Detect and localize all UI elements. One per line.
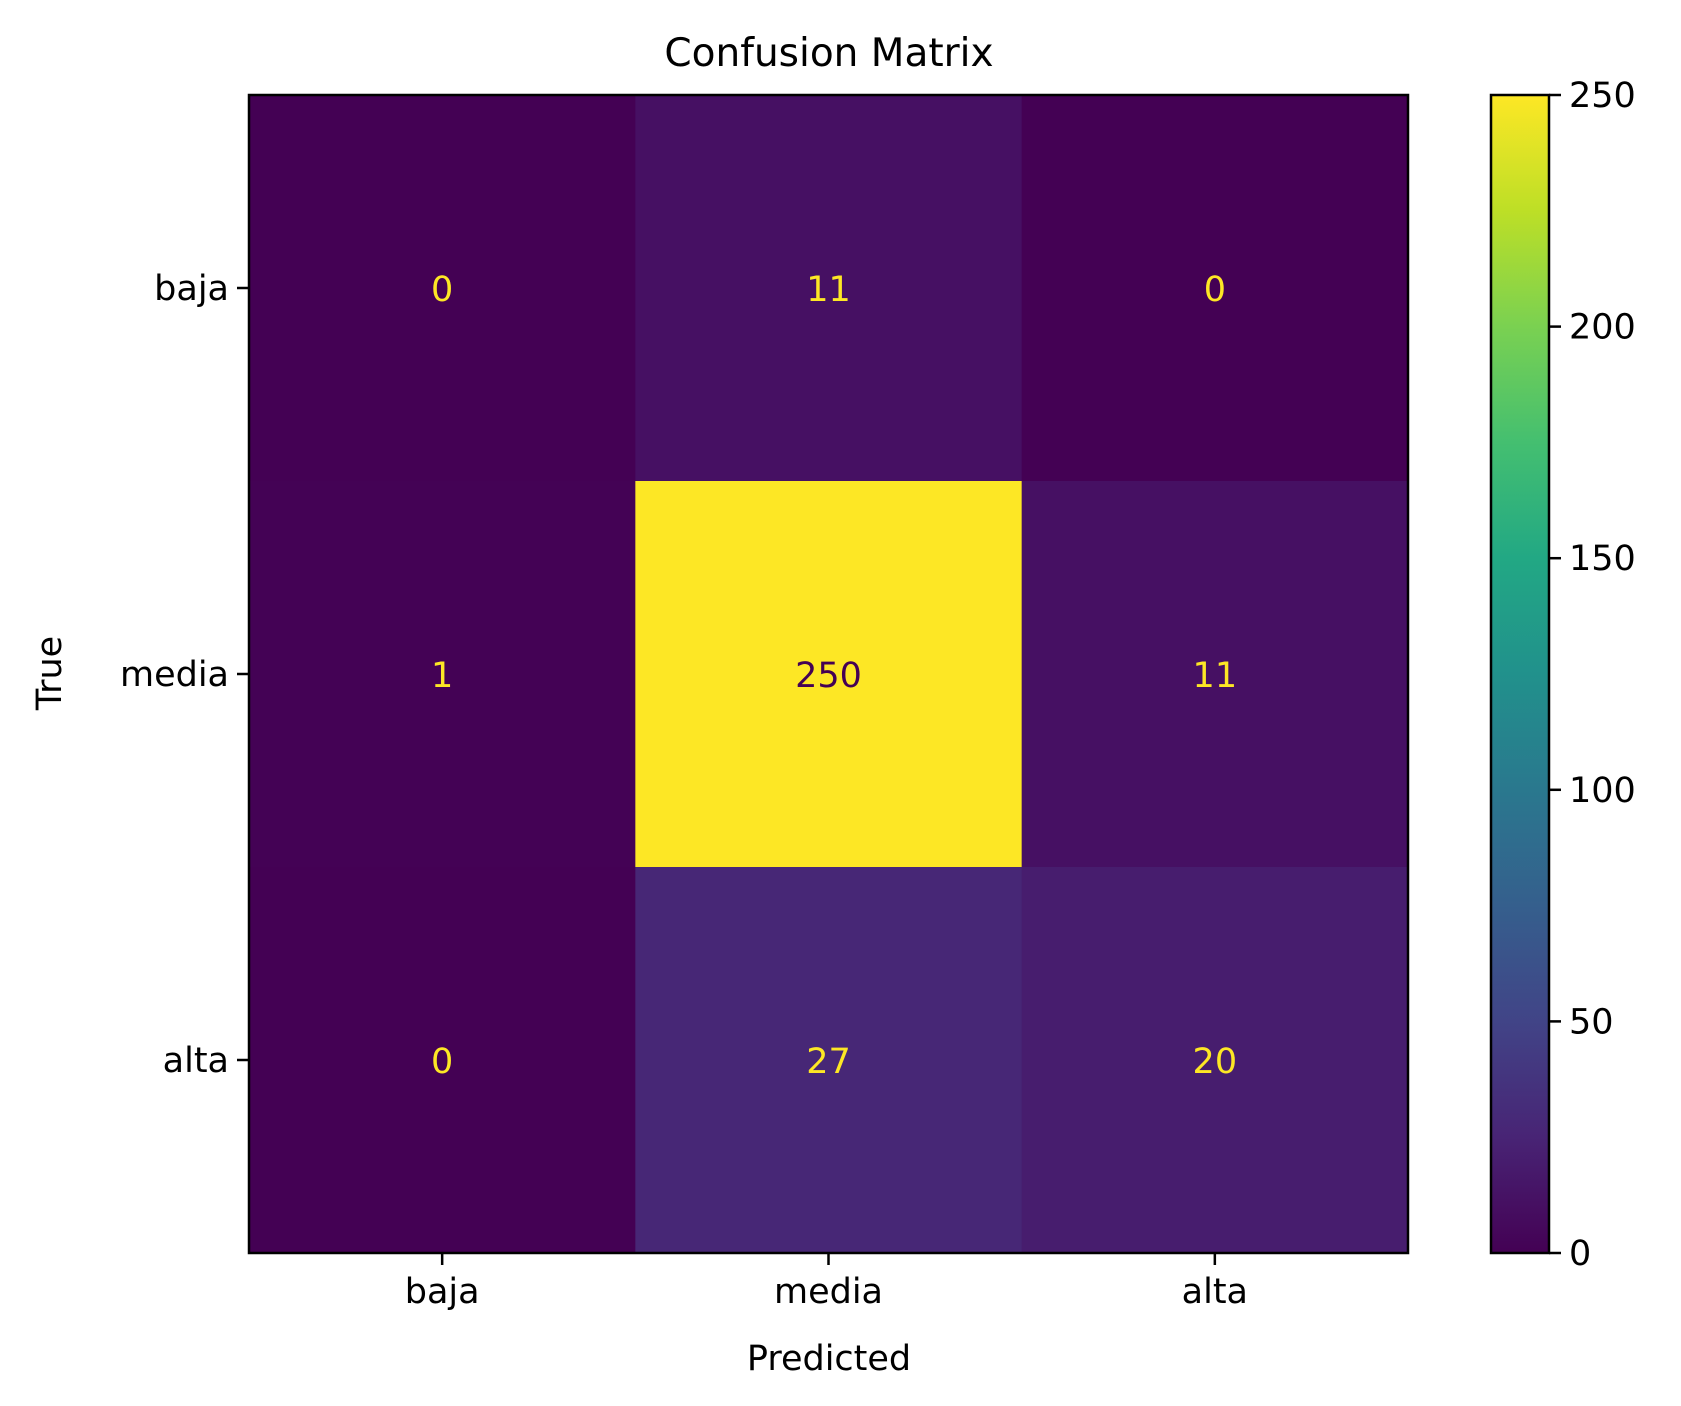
heatmap-cell [1021, 867, 1409, 1254]
cell-value: 250 [795, 656, 862, 696]
colorbar-tick-label: 200 [1569, 308, 1636, 348]
cell-annotations: 0 11 0 1 250 11 0 27 20 [431, 270, 1237, 1082]
cell-value: 20 [1193, 1042, 1238, 1082]
colorbar-tick-label: 0 [1569, 1234, 1591, 1274]
heatmap-cells [249, 95, 1409, 1254]
colorbar-tick-label: 50 [1569, 1002, 1614, 1042]
heatmap-cell [635, 481, 1023, 868]
heatmap-cell [249, 95, 636, 482]
x-tick-label: media [774, 1272, 883, 1312]
x-tick-label: alta [1182, 1272, 1248, 1312]
colorbar-tick-label: 250 [1569, 76, 1636, 116]
colorbar-ticks: 0 50 100 150 200 250 [1549, 76, 1636, 1274]
y-axis: baja media alta [120, 269, 249, 1081]
cell-value: 11 [806, 270, 851, 310]
colorbar-tick-label: 150 [1569, 539, 1636, 579]
cell-value: 27 [806, 1042, 851, 1082]
heatmap-cell [635, 95, 1023, 482]
y-tick-label: alta [163, 1041, 229, 1081]
y-axis-label: True [30, 636, 70, 711]
heatmap-cell [635, 867, 1023, 1254]
colorbar-tick-label: 100 [1569, 771, 1636, 811]
x-axis-label: Predicted [747, 1339, 911, 1379]
x-axis: baja media alta [405, 1253, 1248, 1312]
heatmap-cell [1021, 95, 1409, 482]
cell-value: 1 [431, 656, 453, 696]
cell-value: 0 [431, 270, 453, 310]
cell-value: 11 [1193, 656, 1238, 696]
x-tick-label: baja [405, 1272, 480, 1312]
heatmap-cell [249, 867, 636, 1254]
chart-title: Confusion Matrix [664, 31, 993, 76]
cell-value: 0 [1204, 270, 1226, 310]
cell-value: 0 [431, 1042, 453, 1082]
heatmap-cell [1021, 481, 1409, 868]
heatmap-cell [249, 481, 636, 868]
y-tick-label: baja [154, 269, 229, 309]
y-tick-label: media [120, 655, 229, 695]
colorbar [1489, 93, 1551, 1255]
